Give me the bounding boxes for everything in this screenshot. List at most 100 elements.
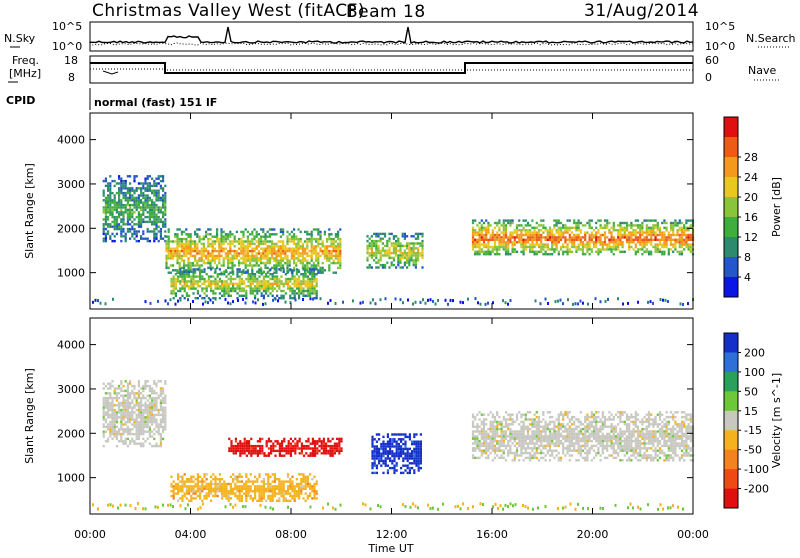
echo-cell: [144, 383, 146, 385]
echo-cell: [661, 234, 663, 236]
echo-cell: [690, 219, 692, 221]
echo-cell: [558, 239, 560, 241]
echo-cell: [655, 219, 657, 221]
echo-cell: [260, 257, 262, 259]
echo-cell: [138, 392, 140, 394]
echo-cell: [652, 224, 654, 226]
echo-cell: [254, 488, 256, 490]
echo-cell: [114, 199, 116, 201]
echo-cell: [170, 485, 172, 487]
echo-cell: [220, 238, 222, 240]
echo-cell: [327, 452, 329, 454]
echo-cell: [240, 240, 242, 242]
echo-cell: [335, 302, 337, 305]
echo-cell: [153, 380, 155, 382]
echo-cell: [402, 448, 404, 450]
echo-cell: [619, 222, 621, 224]
echo-cell: [628, 234, 630, 236]
echo-cell: [512, 241, 514, 243]
echo-cell: [564, 241, 566, 243]
echo-cell: [250, 485, 252, 487]
echo-cell: [206, 280, 208, 282]
colorbar-label: Power [dB]: [770, 177, 783, 237]
colorbar-segment: [724, 277, 738, 298]
echo-cell: [288, 443, 290, 445]
echo-cell: [505, 251, 507, 253]
echo-cell: [641, 243, 643, 245]
echo-cell: [210, 268, 212, 270]
echo-cell: [173, 490, 175, 492]
echo-cell: [114, 194, 116, 196]
echo-cell: [580, 229, 582, 231]
echo-cell: [397, 259, 399, 261]
echo-cell: [147, 438, 149, 440]
echo-cell: [558, 234, 560, 236]
echo-cell: [278, 252, 280, 254]
echo-cell: [648, 234, 650, 236]
echo-cell: [527, 241, 529, 243]
echo-cell: [306, 231, 308, 233]
echo-cell: [179, 257, 181, 259]
echo-cell: [212, 490, 214, 492]
echo-cell: [681, 229, 683, 231]
echo-cell: [111, 411, 113, 413]
echo-cell: [207, 260, 209, 262]
echo-cell: [282, 252, 284, 254]
echo-cell: [648, 239, 650, 241]
echo-cell: [672, 222, 674, 224]
echo-cell: [220, 240, 222, 242]
echo-cell: [162, 416, 164, 418]
echo-cell: [219, 490, 221, 492]
echo-cell: [252, 483, 254, 485]
echo-cell: [302, 287, 304, 289]
echo-cell: [105, 228, 107, 230]
echo-cell: [147, 409, 149, 411]
echo-cell: [153, 202, 155, 204]
echo-cell: [302, 485, 304, 487]
echo-cell: [569, 227, 571, 229]
echo-cell: [196, 228, 198, 230]
echo-cell: [162, 414, 164, 416]
echo-cell: [131, 407, 133, 409]
echo-cell: [385, 445, 387, 447]
echo-cell: [311, 260, 313, 262]
echo-cell: [278, 250, 280, 252]
echo-cell: [127, 218, 129, 220]
echo-cell: [231, 240, 233, 242]
echo-cell: [578, 219, 580, 221]
echo-cell: [282, 248, 284, 250]
echo-cell: [267, 473, 269, 475]
echo-cell: [376, 455, 378, 457]
echo-cell: [162, 187, 164, 189]
echo-cell: [138, 380, 140, 382]
echo-cell: [120, 426, 122, 428]
echo-cell: [637, 219, 639, 221]
echo-cell: [663, 236, 665, 238]
echo-cell: [234, 255, 236, 257]
echo-cell: [177, 290, 179, 292]
echo-cell: [183, 250, 185, 252]
echo-cell: [373, 240, 375, 242]
echo-cell: [170, 483, 172, 485]
echo-cell: [562, 302, 564, 305]
echo-cell: [582, 246, 584, 248]
echo-cell: [120, 206, 122, 208]
echo-cell: [604, 224, 606, 226]
echo-cell: [280, 255, 282, 257]
echo-cell: [404, 262, 406, 264]
echo-cell: [155, 445, 157, 447]
echo-cell: [313, 492, 315, 494]
echo-cell: [114, 206, 116, 208]
echo-cell: [311, 275, 313, 277]
echo-cell: [208, 483, 210, 485]
echo-cell: [122, 204, 124, 206]
echo-cell: [311, 285, 313, 287]
echo-cell: [589, 248, 591, 250]
echo-cell: [236, 250, 238, 252]
echo-cell: [549, 239, 551, 241]
echo-cell: [302, 273, 304, 275]
echo-cell: [396, 453, 398, 455]
echo-cell: [485, 430, 487, 432]
echo-cell: [252, 275, 254, 277]
echo-cell: [501, 241, 503, 243]
